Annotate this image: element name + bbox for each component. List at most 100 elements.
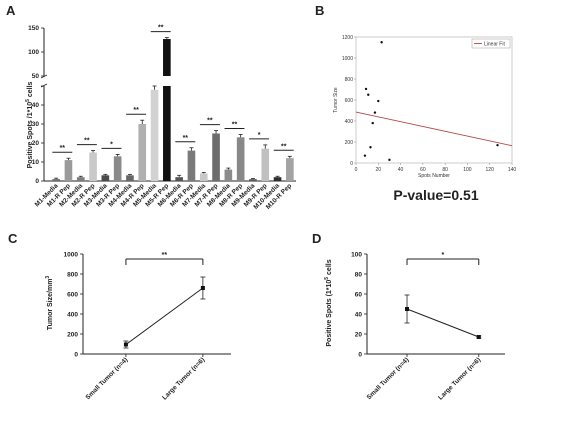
chart-b-y-tick-label: 1000 <box>342 56 353 62</box>
chart-c-ylabel: Tumor Size/mm3 <box>45 276 54 331</box>
chart-a-bar <box>150 89 159 181</box>
chart-a-bar <box>101 175 110 181</box>
chart-d: Positive Spots (1*105 cells 0 20 40 60 80 100… <box>324 252 505 402</box>
chart-a-bar <box>175 177 183 181</box>
chart-b-ylabel: Tumor Size <box>333 87 339 113</box>
chart-b-point <box>371 121 374 125</box>
chart-a-significance-marker: ** <box>183 135 189 142</box>
chart-c-y-tick-label: 600 <box>67 292 78 299</box>
chart-d-y-tick-label: 60 <box>355 292 363 299</box>
chart-b-x-tick-label: 40 <box>398 167 404 173</box>
chart-b-point <box>380 41 383 44</box>
chart-b-x-tick-label: 120 <box>486 167 495 173</box>
chart-c-x-tick-label: Large Tumor (n=6) <box>161 356 206 401</box>
chart-a-bar <box>187 150 196 181</box>
chart-a-y-tick-label: 10 <box>32 159 40 166</box>
chart-a-y-tick-label: 30 <box>32 121 40 128</box>
panel-letter-d: D <box>312 231 321 246</box>
chart-b-x-tick-label: 80 <box>442 167 448 173</box>
chart-b-y-tick-label: 0 <box>350 161 353 167</box>
chart-b-point <box>377 99 380 103</box>
chart-a-bar <box>163 39 171 76</box>
chart-c-point <box>200 286 205 290</box>
panel-letter-a: A <box>6 3 16 18</box>
chart-a-bar <box>286 158 294 181</box>
chart-a-bar <box>138 124 147 181</box>
chart-c-y-tick-label: 800 <box>67 272 78 279</box>
chart-a-significance-marker: ** <box>207 118 213 125</box>
chart-d-y-tick-label: 40 <box>355 312 363 319</box>
chart-b-legend-label: Linear Fit <box>484 42 505 48</box>
chart-a-significance-marker: ** <box>84 138 90 145</box>
chart-b-point <box>496 143 499 147</box>
chart-a-bar <box>249 179 257 181</box>
chart-b-x-tick-label: 140 <box>508 167 517 173</box>
chart-a: Positive Spots /1*105 cells 0 10 20 30 40 50 1… <box>25 25 296 211</box>
chart-d-significance-marker: * <box>442 252 445 259</box>
chart-b-y-tick-label: 200 <box>345 140 354 146</box>
chart-c-significance-marker: ** <box>162 252 168 259</box>
chart-c-y-tick-label: 0 <box>74 352 78 359</box>
chart-a-bar <box>212 133 220 181</box>
panel-letter-b: B <box>315 3 324 18</box>
chart-c-y-tick-label: 1000 <box>64 252 79 259</box>
chart-d-ylabel: Positive Spots (1*105 cells <box>324 259 333 346</box>
chart-b-pvalue: P-value=0.51 <box>393 187 478 203</box>
chart-a-significance-marker: * <box>258 132 261 139</box>
chart-c-point <box>123 342 128 347</box>
chart-a-bar <box>224 169 233 181</box>
chart-d-x-tick-label: Large Tumor (n=6) <box>437 356 482 401</box>
chart-b-plot-frame <box>355 36 513 164</box>
chart-d-y-tick-label: 0 <box>358 352 362 359</box>
chart-a-axis-break-mark <box>40 74 48 79</box>
chart-c: Tumor Size/mm3 0 200 400 600 800 1000 Small Tu… <box>45 252 231 402</box>
chart-d-point <box>476 335 481 339</box>
chart-a-y-tick-label: 40 <box>32 102 40 109</box>
chart-a-bar <box>261 148 270 181</box>
chart-a-bar <box>126 175 134 181</box>
chart-a-bar <box>273 177 282 181</box>
chart-a-y-tick-label: 100 <box>28 49 39 56</box>
chart-a-bar <box>163 86 171 181</box>
chart-b-point <box>369 146 372 149</box>
chart-a-significance-marker: ** <box>60 145 66 152</box>
chart-b-legend <box>471 38 511 49</box>
chart-b-point <box>363 154 367 157</box>
chart-a-bar <box>52 179 60 181</box>
chart-b-x-tick-label: 0 <box>355 167 358 173</box>
chart-b-point <box>373 111 377 114</box>
chart-a-significance-marker: * <box>110 141 113 148</box>
chart-d-point <box>405 307 410 311</box>
chart-c-x-tick-label: Small Tumor (n=4) <box>84 356 129 401</box>
chart-a-ylabel: Positive Spots /1*105 cells <box>25 81 34 168</box>
chart-c-y-tick-label: 400 <box>67 312 78 319</box>
chart-a-bar <box>199 173 208 181</box>
chart-d-y-tick-label: 100 <box>351 252 362 259</box>
panel-letter-c: C <box>8 231 18 246</box>
chart-a-bar <box>64 160 73 181</box>
chart-b-y-tick-label: 400 <box>345 119 354 125</box>
chart-b-fit-line <box>355 111 513 147</box>
chart-b-point <box>364 87 368 91</box>
chart-b-x-tick-label: 100 <box>463 167 472 173</box>
chart-d-x-tick-label: Small Tumor (n=4) <box>366 356 411 401</box>
chart-a-y-tick-label: 150 <box>28 25 39 32</box>
chart-d-series-line <box>406 308 479 338</box>
chart-b-xlabel: Spots Number <box>418 173 450 179</box>
chart-a-bar <box>236 137 245 181</box>
chart-a-bar <box>89 152 97 181</box>
chart-a-bar <box>113 156 122 181</box>
chart-a-significance-marker: ** <box>232 121 238 128</box>
chart-b-y-tick-label: 600 <box>345 98 354 104</box>
chart-c-series-line <box>125 287 204 345</box>
chart-a-significance-marker: ** <box>158 25 164 32</box>
chart-c-y-tick-label: 200 <box>67 332 78 339</box>
chart-a-bar <box>76 177 85 181</box>
chart-d-y-tick-label: 80 <box>355 272 363 279</box>
chart-b: 0 20 40 60 80 100 120 140 0 200 400 600 800 1000 1200 S… <box>333 35 516 203</box>
chart-a-axis-break-mark <box>40 83 48 88</box>
chart-a-y-tick-label: 0 <box>35 178 39 185</box>
chart-b-x-tick-label: 20 <box>376 167 382 173</box>
chart-a-y-tick-label: 50 <box>32 73 40 80</box>
